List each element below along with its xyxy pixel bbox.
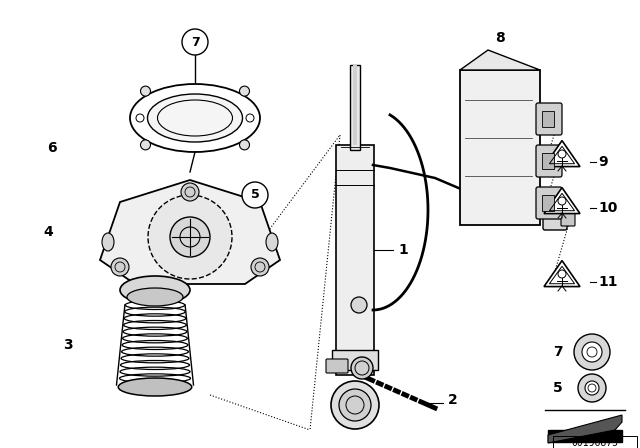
Ellipse shape xyxy=(266,233,278,251)
Polygon shape xyxy=(460,50,540,70)
Bar xyxy=(332,350,378,370)
Ellipse shape xyxy=(339,389,371,421)
Text: 8: 8 xyxy=(495,31,505,45)
Circle shape xyxy=(574,334,610,370)
FancyBboxPatch shape xyxy=(536,187,562,219)
Ellipse shape xyxy=(147,94,243,142)
Bar xyxy=(460,70,540,225)
Circle shape xyxy=(111,258,129,276)
Text: 1: 1 xyxy=(398,243,408,257)
Text: 2: 2 xyxy=(448,393,458,407)
Text: 7: 7 xyxy=(553,345,563,359)
Polygon shape xyxy=(544,188,580,214)
FancyBboxPatch shape xyxy=(536,145,562,177)
Text: 3: 3 xyxy=(63,338,73,352)
Circle shape xyxy=(181,183,199,201)
Ellipse shape xyxy=(331,381,379,429)
Ellipse shape xyxy=(102,233,114,251)
FancyBboxPatch shape xyxy=(326,359,348,373)
Circle shape xyxy=(141,140,150,150)
Bar xyxy=(542,195,554,211)
Ellipse shape xyxy=(120,276,190,304)
Text: 5: 5 xyxy=(553,381,563,395)
Text: 9: 9 xyxy=(598,155,607,169)
Circle shape xyxy=(148,195,232,279)
Circle shape xyxy=(582,342,602,362)
Text: 11: 11 xyxy=(598,275,618,289)
Bar xyxy=(353,65,357,145)
Circle shape xyxy=(585,381,599,395)
Circle shape xyxy=(578,374,606,402)
Polygon shape xyxy=(100,180,280,284)
Text: 00196875: 00196875 xyxy=(572,438,618,448)
Ellipse shape xyxy=(127,288,183,306)
Polygon shape xyxy=(548,415,622,443)
Text: 4: 4 xyxy=(43,225,53,239)
Text: 5: 5 xyxy=(251,189,259,202)
Bar xyxy=(350,65,360,150)
Circle shape xyxy=(242,182,268,208)
Circle shape xyxy=(239,140,250,150)
Bar xyxy=(336,145,374,375)
Circle shape xyxy=(251,258,269,276)
Text: 6: 6 xyxy=(47,141,57,155)
Circle shape xyxy=(351,297,367,313)
Circle shape xyxy=(182,29,208,55)
Circle shape xyxy=(141,86,150,96)
Polygon shape xyxy=(544,141,580,167)
Text: 7: 7 xyxy=(191,35,200,48)
Bar xyxy=(553,436,637,448)
Polygon shape xyxy=(544,261,580,287)
Bar xyxy=(548,430,622,442)
Ellipse shape xyxy=(351,357,373,379)
Bar xyxy=(542,111,554,127)
Bar xyxy=(542,153,554,169)
FancyBboxPatch shape xyxy=(561,210,575,226)
Text: 10: 10 xyxy=(598,201,618,215)
FancyBboxPatch shape xyxy=(543,206,567,230)
Circle shape xyxy=(239,86,250,96)
FancyBboxPatch shape xyxy=(536,103,562,135)
Circle shape xyxy=(170,217,210,257)
Ellipse shape xyxy=(118,378,192,396)
